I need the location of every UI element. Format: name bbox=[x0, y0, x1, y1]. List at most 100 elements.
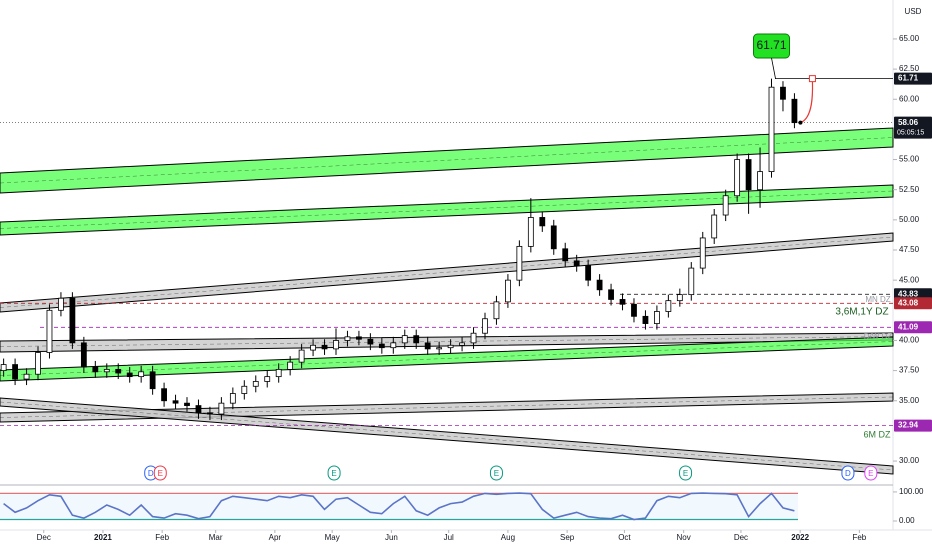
y-tick-label: 60.00 bbox=[899, 94, 920, 103]
rsi-tick-label: 100.00 bbox=[899, 487, 924, 496]
candle-body bbox=[252, 381, 259, 387]
price-label: 32.94 bbox=[898, 421, 919, 430]
drawings bbox=[0, 78, 894, 475]
x-tick-label: Dec bbox=[37, 533, 51, 542]
candle-body bbox=[585, 265, 592, 281]
candle-body bbox=[161, 388, 167, 402]
channel bbox=[0, 336, 894, 382]
channel bbox=[0, 127, 894, 194]
candle-body bbox=[505, 279, 511, 303]
candle-body bbox=[58, 297, 64, 311]
candle-body bbox=[516, 245, 523, 281]
candle-body bbox=[46, 309, 53, 353]
candle-body bbox=[378, 343, 385, 349]
candle-body bbox=[321, 344, 328, 350]
event-label: D bbox=[148, 469, 154, 478]
rsi-tick-label: 0.00 bbox=[899, 516, 915, 525]
event-label: E bbox=[331, 469, 336, 478]
rsi-line bbox=[3, 492, 795, 521]
candle-body bbox=[527, 217, 534, 247]
candle-body bbox=[654, 311, 660, 324]
y-tick-label: 35.00 bbox=[899, 396, 920, 405]
x-tick-label: Aug bbox=[501, 533, 515, 542]
channel-mid bbox=[0, 341, 894, 376]
candle-body bbox=[310, 344, 316, 351]
candle-body bbox=[195, 405, 202, 414]
event-marker bbox=[327, 465, 341, 481]
candle-body bbox=[642, 315, 649, 324]
candle-body bbox=[608, 289, 614, 300]
candle-body bbox=[184, 402, 190, 406]
candle-body bbox=[745, 159, 752, 191]
y-tick-label: 45.00 bbox=[899, 275, 920, 284]
y-tick-label: 62.50 bbox=[899, 64, 920, 73]
x-tick-label: Jul bbox=[444, 533, 454, 542]
candle-body bbox=[103, 368, 110, 373]
candle-body bbox=[573, 260, 580, 267]
x-tick-label: Oct bbox=[618, 533, 631, 542]
x-tick-label: Feb bbox=[155, 533, 169, 542]
zone-label: D/W DZ bbox=[864, 332, 893, 341]
candle-body bbox=[149, 371, 156, 390]
channel-mid bbox=[0, 137, 894, 184]
marks bbox=[0, 78, 798, 421]
candle-body bbox=[264, 376, 271, 382]
price-label-box bbox=[894, 288, 932, 301]
candle-body bbox=[35, 352, 41, 375]
candle-body bbox=[367, 338, 374, 345]
candle-body bbox=[447, 344, 454, 349]
event-label: E bbox=[158, 469, 163, 478]
arrow-head bbox=[808, 75, 816, 83]
candle-body bbox=[218, 402, 225, 415]
event-marker bbox=[153, 465, 167, 481]
candle-body bbox=[333, 340, 339, 350]
candle-body bbox=[298, 349, 305, 363]
channel-mid bbox=[0, 401, 894, 471]
candle-body bbox=[12, 364, 18, 380]
event-label: E bbox=[494, 469, 499, 478]
candle-body bbox=[757, 171, 763, 191]
candle-body bbox=[275, 368, 282, 378]
candle-body bbox=[722, 195, 729, 216]
projection-arrow bbox=[800, 81, 814, 124]
countdown: 05:05:15 bbox=[897, 129, 924, 136]
channel bbox=[0, 232, 894, 313]
candle-body bbox=[80, 342, 87, 368]
x-tick-label: Nov bbox=[677, 533, 691, 542]
candle-body bbox=[413, 335, 420, 344]
y-tick-label: 40.00 bbox=[899, 336, 920, 345]
candle-body bbox=[401, 335, 408, 344]
event-label: E bbox=[868, 469, 873, 478]
candle-body bbox=[699, 237, 706, 269]
price-label-box bbox=[894, 419, 932, 432]
candle-body bbox=[356, 336, 362, 340]
candle-body bbox=[241, 385, 248, 394]
x-tick-label: Jun bbox=[385, 533, 398, 542]
candle-body bbox=[562, 248, 569, 262]
y-tick-label: 52.50 bbox=[899, 185, 920, 194]
callout-pointer bbox=[771, 57, 776, 79]
event-label: E bbox=[683, 469, 688, 478]
event-marker bbox=[679, 465, 693, 481]
candle-body bbox=[470, 332, 477, 344]
candle-body bbox=[631, 303, 637, 317]
candle-body bbox=[596, 279, 603, 291]
candle-body bbox=[688, 267, 695, 296]
price-label-box bbox=[894, 72, 932, 85]
zone-label: 3,6M,1Y DZ bbox=[835, 307, 888, 318]
event-marker bbox=[864, 465, 878, 481]
price-label-box bbox=[894, 321, 932, 334]
arrow-dot bbox=[798, 120, 803, 125]
candle-body bbox=[287, 361, 294, 370]
channel bbox=[0, 397, 894, 475]
candle-body bbox=[344, 336, 351, 341]
x-tick-label: 2021 bbox=[94, 533, 112, 542]
channel bbox=[0, 184, 894, 236]
y-tick-label: 37.50 bbox=[899, 366, 920, 375]
candle-body bbox=[768, 86, 775, 173]
zone-label: 6M DZ bbox=[864, 429, 892, 439]
y-tick-label: 47.50 bbox=[899, 245, 920, 254]
event-label: D bbox=[845, 469, 851, 478]
y-tick-label: 65.00 bbox=[899, 34, 920, 43]
